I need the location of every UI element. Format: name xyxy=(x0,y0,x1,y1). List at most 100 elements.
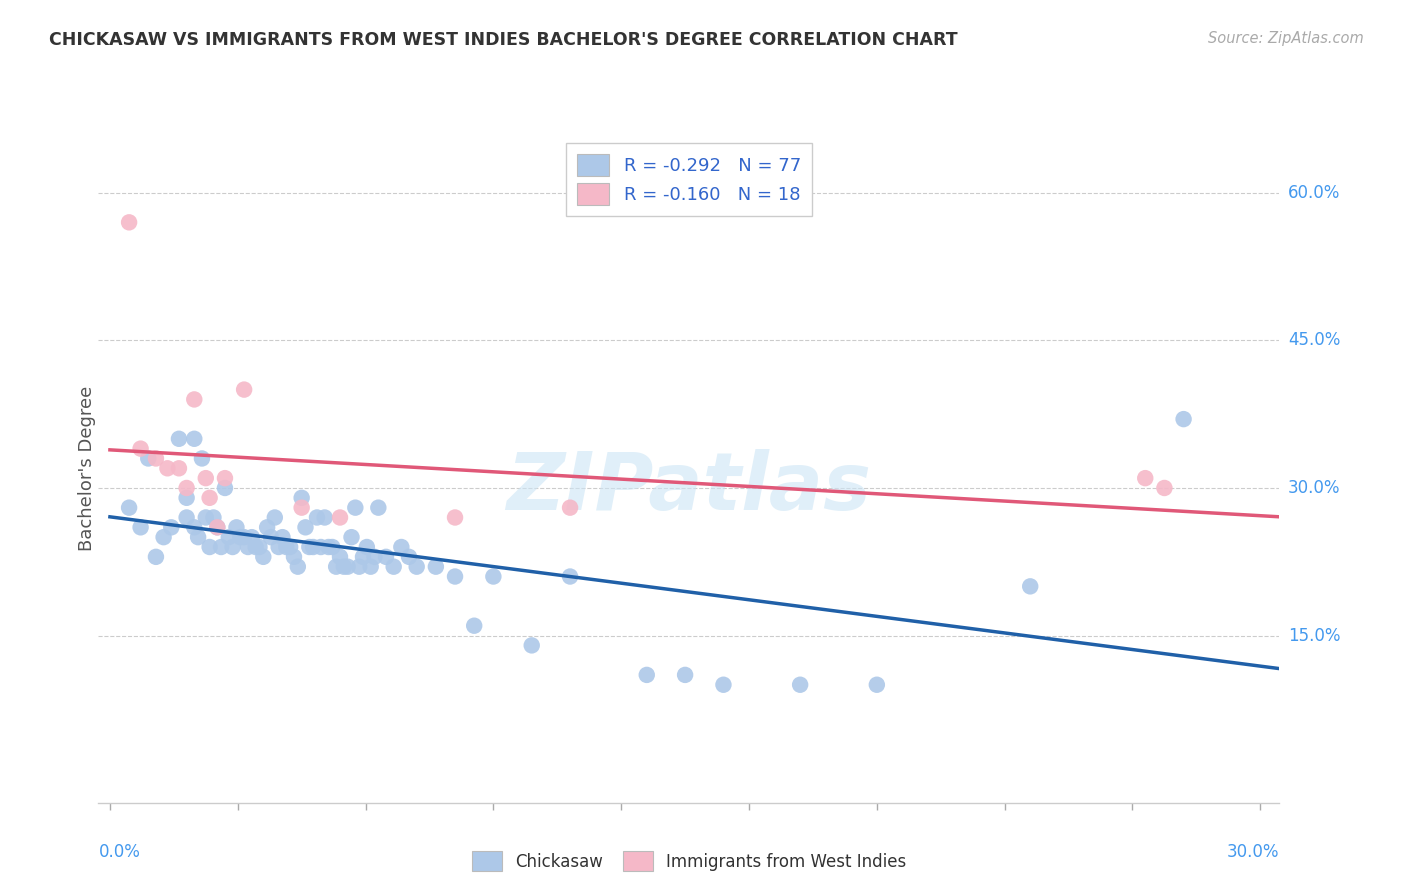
Point xyxy=(398,549,420,564)
Point xyxy=(183,520,205,534)
Point xyxy=(302,540,325,554)
Point xyxy=(194,471,217,485)
Point xyxy=(305,510,328,524)
Point xyxy=(1153,481,1175,495)
Point xyxy=(156,461,179,475)
Point xyxy=(136,451,159,466)
Point xyxy=(382,559,405,574)
Point xyxy=(176,491,198,505)
Point xyxy=(252,549,274,564)
Point xyxy=(225,520,247,534)
Point xyxy=(287,559,309,574)
Point xyxy=(340,530,363,544)
Point xyxy=(207,520,229,534)
Point xyxy=(405,559,427,574)
Point xyxy=(183,392,205,407)
Point xyxy=(866,678,889,692)
Point xyxy=(145,549,167,564)
Point xyxy=(191,451,214,466)
Point xyxy=(325,559,347,574)
Point xyxy=(207,520,229,534)
Point xyxy=(336,559,359,574)
Point xyxy=(329,510,352,524)
Point xyxy=(347,559,370,574)
Point xyxy=(218,530,240,544)
Point xyxy=(240,530,263,544)
Point xyxy=(152,530,174,544)
Point xyxy=(249,540,271,554)
Point xyxy=(233,530,256,544)
Text: 30.0%: 30.0% xyxy=(1227,843,1279,861)
Point xyxy=(1019,579,1042,593)
Point xyxy=(463,618,485,632)
Point xyxy=(256,520,278,534)
Point xyxy=(309,540,332,554)
Point xyxy=(318,540,340,554)
Point xyxy=(176,481,198,495)
Point xyxy=(145,451,167,466)
Point xyxy=(636,668,658,682)
Point xyxy=(176,510,198,524)
Point xyxy=(283,549,305,564)
Point xyxy=(202,510,225,524)
Point xyxy=(233,383,256,397)
Text: CHICKASAW VS IMMIGRANTS FROM WEST INDIES BACHELOR'S DEGREE CORRELATION CHART: CHICKASAW VS IMMIGRANTS FROM WEST INDIES… xyxy=(49,31,957,49)
Point xyxy=(118,215,141,229)
Point xyxy=(298,540,321,554)
Point xyxy=(271,530,294,544)
Text: 45.0%: 45.0% xyxy=(1288,332,1340,350)
Point xyxy=(367,500,389,515)
Point xyxy=(363,549,385,564)
Point xyxy=(375,549,398,564)
Point xyxy=(321,540,343,554)
Point xyxy=(214,481,236,495)
Point xyxy=(118,500,141,515)
Text: 60.0%: 60.0% xyxy=(1288,184,1340,202)
Point xyxy=(558,569,581,583)
Point xyxy=(558,500,581,515)
Point xyxy=(356,540,378,554)
Point xyxy=(314,510,336,524)
Point xyxy=(129,520,152,534)
Point xyxy=(444,510,467,524)
Point xyxy=(198,491,221,505)
Point xyxy=(214,471,236,485)
Point xyxy=(344,500,367,515)
Point xyxy=(129,442,152,456)
Point xyxy=(389,540,412,554)
Point xyxy=(482,569,505,583)
Point xyxy=(267,540,290,554)
Point xyxy=(187,530,209,544)
Point xyxy=(673,668,696,682)
Point xyxy=(167,461,190,475)
Point xyxy=(291,491,314,505)
Point xyxy=(444,569,467,583)
Point xyxy=(713,678,735,692)
Point xyxy=(245,540,267,554)
Point xyxy=(333,559,356,574)
Text: 0.0%: 0.0% xyxy=(98,843,141,861)
Point xyxy=(276,540,298,554)
Point xyxy=(263,510,285,524)
Point xyxy=(1173,412,1195,426)
Point xyxy=(160,520,183,534)
Point xyxy=(260,530,283,544)
Text: 30.0%: 30.0% xyxy=(1288,479,1340,497)
Point xyxy=(294,520,316,534)
Point xyxy=(209,540,232,554)
Point xyxy=(520,639,543,653)
Y-axis label: Bachelor's Degree: Bachelor's Degree xyxy=(79,385,96,551)
Point xyxy=(360,559,382,574)
Point xyxy=(221,540,243,554)
Point xyxy=(329,549,352,564)
Text: ZIPatlas: ZIPatlas xyxy=(506,450,872,527)
Point xyxy=(789,678,811,692)
Point xyxy=(229,530,252,544)
Point xyxy=(425,559,447,574)
Point xyxy=(236,540,259,554)
Point xyxy=(194,510,217,524)
Point xyxy=(1135,471,1157,485)
Point xyxy=(352,549,374,564)
Point xyxy=(198,540,221,554)
Point xyxy=(278,540,301,554)
